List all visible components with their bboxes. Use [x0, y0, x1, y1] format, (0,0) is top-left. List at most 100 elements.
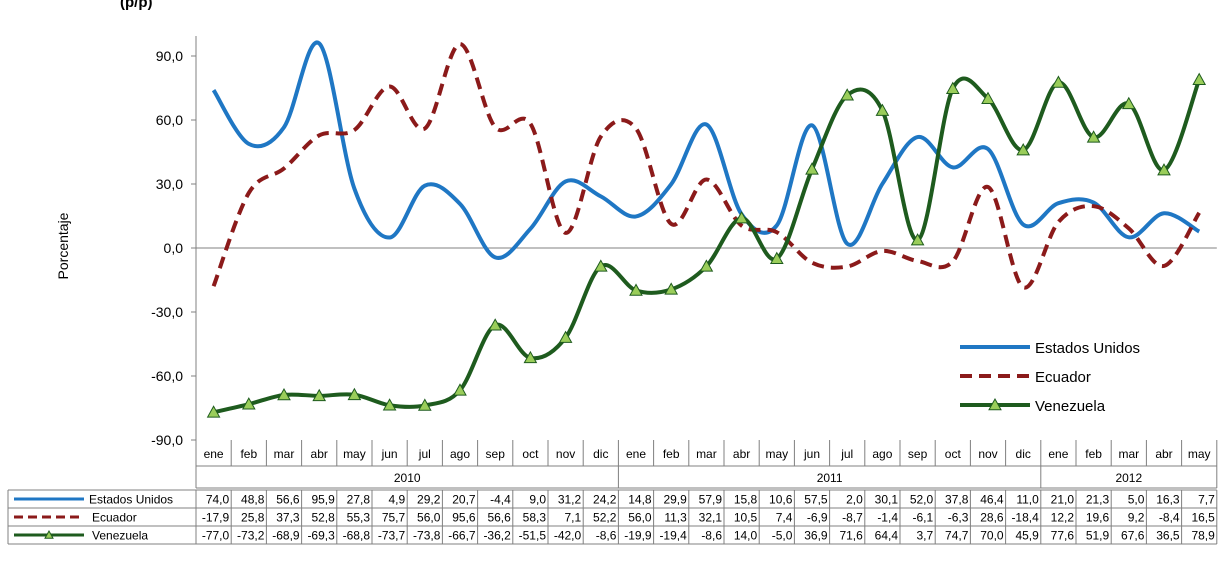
table-cell: -51,5 — [519, 529, 547, 543]
table-cell: -36,2 — [483, 529, 511, 543]
table-cell: 95,9 — [311, 493, 335, 507]
table-cell: 71,6 — [839, 529, 863, 543]
x-tick-label: mar — [1118, 447, 1139, 461]
data-point — [699, 259, 714, 272]
table-cell: 14,8 — [628, 493, 652, 507]
table-cell: -18,4 — [1011, 511, 1039, 525]
year-label: 2012 — [1115, 471, 1142, 485]
data-point — [805, 162, 819, 175]
table-cell: 56,0 — [628, 511, 652, 525]
table-cell: -6,1 — [913, 511, 934, 525]
table-cell: 32,1 — [699, 511, 723, 525]
x-tick-label: feb — [1085, 447, 1102, 461]
legend-marker — [988, 397, 1002, 411]
table-cell: 46,4 — [980, 493, 1004, 507]
table-cell: 5,0 — [1128, 493, 1145, 507]
table-cell: -4,4 — [490, 493, 511, 507]
table-cell: 45,9 — [1015, 529, 1039, 543]
table-cell: 36,5 — [1156, 529, 1180, 543]
y-tick-label: 0,0 — [164, 240, 184, 256]
table-series-marker — [44, 529, 54, 539]
table-cell: -8,7 — [842, 511, 863, 525]
x-tick-label: feb — [240, 447, 257, 461]
y-axis: 90,0 60,0 30,0 0,0 -30,0 -60,0 -90,0 — [151, 36, 197, 448]
table-cell: 12,2 — [1051, 511, 1075, 525]
data-point — [417, 398, 432, 411]
year-label: 2011 — [817, 471, 843, 485]
table-cell: 9,2 — [1128, 511, 1145, 525]
data-point — [558, 330, 573, 343]
data-point — [453, 383, 467, 396]
x-tick-label: mar — [696, 447, 717, 461]
data-point — [910, 233, 925, 246]
table-cell: -17,9 — [202, 511, 230, 525]
x-tick-label: may — [343, 447, 366, 461]
table-cell: 75,7 — [382, 511, 406, 525]
table-cell: -68,9 — [272, 529, 300, 543]
table-cell: -8,6 — [701, 529, 722, 543]
table-cell: 74,0 — [206, 493, 230, 507]
x-tick-label: may — [1188, 447, 1211, 461]
table-cell: 52,2 — [593, 511, 617, 525]
data-point — [312, 388, 327, 402]
series-line-ecuador — [211, 42, 1201, 290]
table-cell: 24,2 — [593, 493, 617, 507]
x-tick-label: ago — [450, 447, 470, 461]
table-cell: -73,7 — [378, 529, 406, 543]
series-line-venezuela — [213, 76, 1202, 415]
table-cell: -5,0 — [772, 529, 793, 543]
table-cell: 56,6 — [276, 493, 300, 507]
x-tick-label: may — [765, 447, 788, 461]
data-point — [1121, 96, 1136, 110]
y-tick-label: -90,0 — [151, 432, 183, 448]
table-cell: 15,8 — [734, 493, 758, 507]
table-cell: -68,8 — [343, 529, 371, 543]
table-cell: 30,1 — [875, 493, 899, 507]
table-cell: -73,2 — [237, 529, 265, 543]
table-cell: 37,3 — [276, 511, 300, 525]
table-cell: 56,0 — [417, 511, 441, 525]
x-tick-label: dic — [593, 447, 608, 461]
table-cell: 56,6 — [487, 511, 511, 525]
x-tick-label: jun — [803, 447, 820, 461]
table-cell: 7,1 — [565, 511, 582, 525]
table-cell: 74,7 — [945, 529, 969, 543]
x-tick-label: ene — [1048, 447, 1068, 461]
year-label: 2010 — [394, 471, 421, 485]
table-cell: 9,0 — [529, 493, 546, 507]
data-point — [1016, 143, 1031, 156]
data-point — [241, 397, 256, 410]
data-point — [1157, 163, 1171, 176]
table-cell: -19,4 — [659, 529, 687, 543]
x-tick-label: jul — [840, 447, 853, 461]
x-tick-label: ago — [872, 447, 892, 461]
data-point — [734, 211, 749, 224]
legend: Estados Unidos Ecuador Venezuela — [960, 340, 1140, 415]
table-cell: 3,7 — [917, 529, 934, 543]
series-layer — [206, 40, 1207, 418]
table-cell: 16,3 — [1156, 493, 1180, 507]
table-cell: 52,8 — [311, 511, 335, 525]
table-cell: 4,9 — [389, 493, 406, 507]
x-tick-label: feb — [663, 447, 680, 461]
table-cell: 31,2 — [558, 493, 582, 507]
table-cell: 20,7 — [452, 493, 476, 507]
x-tick-label: abr — [1155, 447, 1172, 461]
data-point — [629, 283, 643, 296]
table-cell: 10,6 — [769, 493, 793, 507]
data-point — [1086, 130, 1101, 143]
x-tick-label: abr — [311, 447, 328, 461]
x-axis: ene feb mar abr may jun jul ago sep oct nov dic ene f… — [195, 247, 1218, 489]
x-tick-label: mar — [274, 447, 295, 461]
data-point — [206, 405, 221, 418]
table-cell: 27,8 — [347, 493, 371, 507]
x-tick-label: ene — [626, 447, 646, 461]
table-series-name: Estados Unidos — [89, 493, 173, 507]
data-table: Estados Unidos 74,0 48,8 56,6 95,9 27,8 4,9 29,… — [7, 489, 1218, 545]
table-cell: -6,9 — [807, 511, 828, 525]
data-point — [875, 103, 890, 116]
data-point — [945, 81, 960, 94]
data-point — [981, 91, 995, 104]
x-tick-label: sep — [908, 447, 928, 461]
